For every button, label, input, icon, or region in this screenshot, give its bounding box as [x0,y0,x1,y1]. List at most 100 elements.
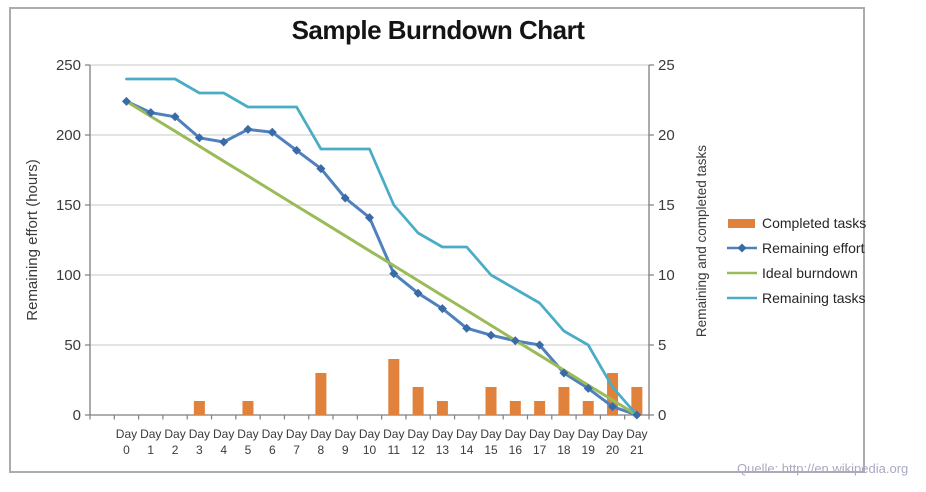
marker-day-9 [340,193,350,203]
svg-text:7: 7 [293,443,300,457]
svg-text:Day: Day [286,427,307,441]
marker-day-4 [219,137,229,147]
effort-markers [121,96,642,420]
svg-text:Day: Day [505,427,526,441]
svg-text:18: 18 [557,443,571,457]
svg-text:2: 2 [172,443,179,457]
legend-swatch-remaining-tasks [727,292,757,304]
svg-text:Day: Day [432,427,453,441]
svg-text:20: 20 [606,443,620,457]
legend-swatch-completed-tasks [727,217,757,229]
bar-day-18 [558,387,570,415]
marker-day-21 [632,410,642,420]
svg-text:Day: Day [189,427,210,441]
axes [85,64,654,420]
svg-text:Day: Day [456,427,477,441]
marker-day-19 [583,383,593,393]
svg-text:Day: Day [602,427,623,441]
svg-text:1: 1 [147,443,154,457]
chart-frame [9,7,865,473]
svg-text:13: 13 [436,443,450,457]
svg-text:10: 10 [363,443,377,457]
bar-day-16 [509,401,521,415]
marker-day-5 [243,124,253,134]
marker-day-11 [389,269,399,279]
remaining-effort-line [125,99,639,417]
legend-swatch-ideal-burndown [727,267,757,279]
svg-text:Day: Day [164,427,185,441]
svg-text:11: 11 [388,443,401,457]
svg-text:19: 19 [582,443,596,457]
svg-text:20: 20 [658,127,675,144]
svg-text:150: 150 [56,197,81,214]
svg-text:21: 21 [630,443,644,457]
svg-text:Day: Day [407,427,428,441]
svg-text:0: 0 [658,407,666,424]
svg-text:250: 250 [56,57,81,74]
svg-text:12: 12 [411,443,425,457]
svg-text:Day: Day [480,427,501,441]
bar-day-21 [631,387,643,415]
marker-day-3 [194,133,204,143]
svg-text:100: 100 [56,267,81,284]
svg-text:Day: Day [213,427,234,441]
svg-text:17: 17 [533,443,547,457]
svg-text:3: 3 [196,443,203,457]
svg-text:Day: Day [262,427,283,441]
bar-day-17 [534,401,546,415]
legend-label-remaining-tasks: Remaining tasks [762,289,866,306]
svg-text:Day: Day [359,427,380,441]
svg-text:14: 14 [460,443,474,457]
gridlines [90,64,649,346]
marker-day-12 [413,288,423,298]
svg-text:25: 25 [658,57,675,74]
source-note: Quelle: http://en.wikipedia.org [737,461,909,476]
remaining-tasks-line [125,77,639,417]
svg-text:0: 0 [73,407,81,424]
bar-day-19 [582,401,594,415]
svg-text:8: 8 [318,443,325,457]
marker-day-20 [608,402,618,412]
marker-day-16 [510,336,520,346]
legend: Completed tasks Remaining effort Ideal bur… [727,210,866,310]
svg-text:Day: Day [626,427,647,441]
svg-text:Day: Day [383,427,404,441]
svg-text:Day: Day [310,427,331,441]
svg-text:16: 16 [509,443,523,457]
svg-text:Day: Day [140,427,161,441]
svg-text:15: 15 [658,197,675,214]
svg-text:Day: Day [116,427,137,441]
svg-text:Day: Day [237,427,258,441]
svg-text:0: 0 [123,443,130,457]
svg-text:15: 15 [484,443,498,457]
svg-text:50: 50 [64,337,81,354]
svg-text:Day: Day [529,427,550,441]
svg-text:5: 5 [658,337,666,354]
marker-day-0 [121,96,131,106]
ideal-burndown-line [125,99,639,417]
chart-title: Sample Burndown Chart [291,15,585,45]
bar-day-12 [412,387,424,415]
svg-text:4: 4 [220,443,227,457]
legend-item-completed-tasks: Completed tasks [727,210,866,235]
bar-day-15 [485,387,497,415]
marker-day-17 [535,340,545,350]
marker-day-14 [462,323,472,333]
legend-label-completed-tasks: Completed tasks [762,214,867,231]
svg-text:6: 6 [269,443,276,457]
bar-day-11 [388,359,400,415]
axis-labels: 0 50 100 150 200 250 0 5 10 15 20 25 Day 0 Day 1 Day 2 Day… [56,57,675,457]
marker-day-15 [486,330,496,340]
legend-swatch-remaining-effort [727,242,757,254]
marker-day-18 [559,368,569,378]
marker-day-13 [437,304,447,314]
bar-day-3 [193,401,205,415]
marker-day-10 [365,213,374,223]
svg-text:Day: Day [578,427,599,441]
svg-text:Day: Day [335,427,356,441]
legend-label-remaining-effort: Remaining effort [762,239,865,256]
svg-text:5: 5 [245,443,252,457]
marker-day-8 [316,164,326,174]
